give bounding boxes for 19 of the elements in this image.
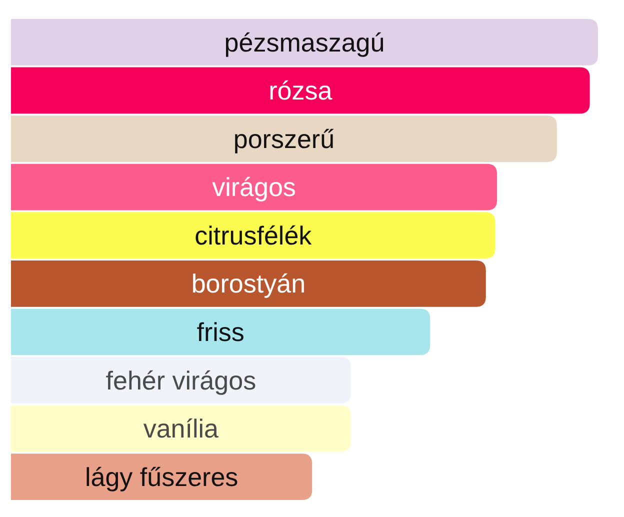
y-tick-label: fehér virágos bbox=[106, 365, 256, 396]
y-tick-label: citrusfélék bbox=[194, 220, 313, 250]
y-tick-label: lágy fűszeres bbox=[84, 462, 238, 492]
bar bbox=[11, 67, 590, 114]
y-tick-label: virágos bbox=[212, 172, 296, 202]
y-tick-label: rózsa bbox=[268, 76, 333, 106]
y-tick-label: friss bbox=[196, 317, 244, 348]
bar bbox=[11, 454, 312, 500]
bar bbox=[11, 19, 598, 66]
bar bbox=[11, 212, 496, 259]
bar bbox=[11, 164, 498, 210]
bar bbox=[11, 308, 430, 356]
y-tick-label: vanília bbox=[143, 414, 220, 444]
y-tick-label: borostyán bbox=[191, 268, 306, 299]
bar bbox=[11, 260, 486, 307]
bar bbox=[11, 116, 557, 162]
y-tick-label: porszerű bbox=[233, 124, 335, 154]
bar bbox=[11, 405, 351, 452]
y-tick-label: pézsmaszagú bbox=[224, 27, 385, 58]
